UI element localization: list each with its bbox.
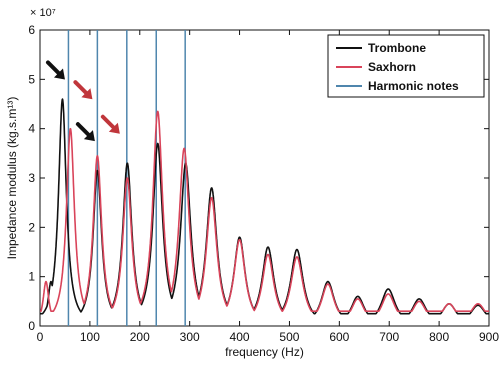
legend-label-harmonic-notes: Harmonic notes: [368, 79, 459, 93]
y-tick-label: 4: [28, 122, 35, 136]
y-tick-label: 1: [28, 270, 35, 284]
series-line-saxhorn: [40, 110, 489, 313]
arrow-marker: [100, 114, 120, 134]
x-axis-title: frequency (Hz): [225, 345, 304, 359]
x-tick-label: 400: [230, 330, 250, 344]
legend-label-saxhorn: Saxhorn: [368, 60, 416, 74]
marker-layer: [45, 60, 120, 142]
arrow-marker: [45, 60, 65, 80]
arrow-marker: [75, 122, 95, 142]
y-tick-label: 6: [28, 23, 35, 37]
y-axis: 0 1 2 3 4 5 6: [28, 23, 489, 333]
y-tick-label: 2: [28, 220, 35, 234]
x-tick-label: 300: [180, 330, 200, 344]
x-tick-label: 700: [379, 330, 399, 344]
y-axis-title: Impedance modulus (kg.s.m¹³): [5, 97, 19, 260]
x-tick-label: 200: [130, 330, 150, 344]
x-axis: 0 100 200 300 400 500 600 700 800 900: [37, 30, 499, 344]
x-tick-label: 600: [329, 330, 349, 344]
x-tick-label: 500: [279, 330, 299, 344]
x-tick-label: 800: [429, 330, 449, 344]
series-line-trombone: [40, 98, 489, 315]
legend: Trombone Saxhorn Harmonic notes: [327, 34, 485, 98]
y-tick-label: 0: [28, 319, 35, 333]
y-multiplier-label: × 10⁷: [30, 7, 56, 19]
legend-label-trombone: Trombone: [368, 41, 426, 55]
series-layer: [40, 98, 489, 315]
x-tick-label: 100: [80, 330, 100, 344]
plot-area: [39, 29, 490, 327]
arrow-marker: [73, 80, 93, 100]
y-tick-label: 3: [28, 171, 35, 185]
y-tick-label: 5: [28, 72, 35, 86]
x-tick-label: 0: [37, 330, 44, 344]
x-tick-label: 900: [479, 330, 499, 344]
